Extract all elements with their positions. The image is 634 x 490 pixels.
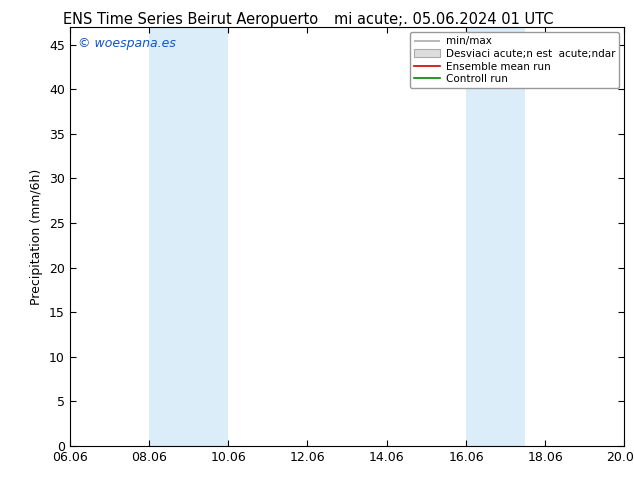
Text: mi acute;. 05.06.2024 01 UTC: mi acute;. 05.06.2024 01 UTC [334,12,553,27]
Bar [466,27,526,446]
Y-axis label: Precipitation (mm/6h): Precipitation (mm/6h) [30,168,44,305]
Bar [149,27,228,446]
Text: ENS Time Series Beirut Aeropuerto: ENS Time Series Beirut Aeropuerto [63,12,318,27]
Text: © woespana.es: © woespana.es [78,37,176,50]
Legend: min/max, Desviaci acute;n est  acute;ndar, Ensemble mean run, Controll run: min/max, Desviaci acute;n est acute;ndar… [410,32,619,88]
